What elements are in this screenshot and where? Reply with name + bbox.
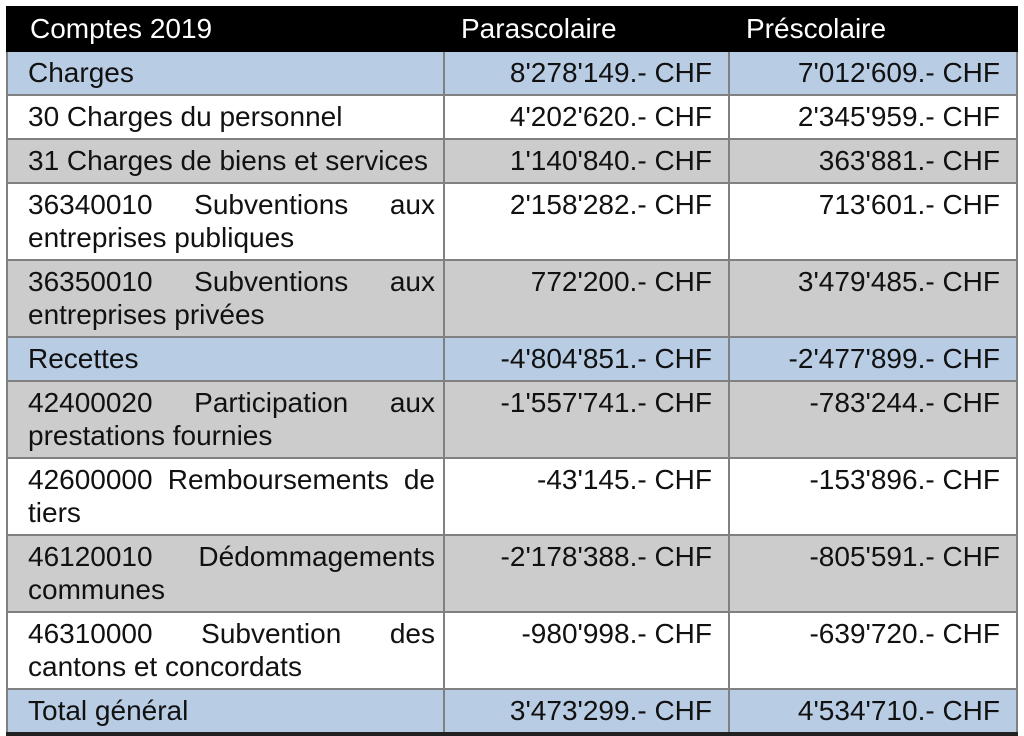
cell-parascolaire-amount: -980'998.- CHF — [443, 611, 730, 690]
cell-prescolaire-amount: -783'244.- CHF — [728, 380, 1018, 459]
cell-parascolaire-amount: 772'200.- CHF — [443, 259, 730, 338]
table-row: 36340010 Subventions aux entreprises pub… — [6, 182, 1018, 261]
cell-account-label: 46120010 Dédommagements communes — [6, 534, 445, 613]
accounts-2019-table: Comptes 2019 Parascolaire Préscolaire Ch… — [6, 6, 1018, 736]
table-row: 36350010 Subventions aux entreprises pri… — [6, 259, 1018, 338]
cell-parascolaire-amount: -43'145.- CHF — [443, 457, 730, 536]
cell-account-label: 42400020 Participation aux prestations f… — [6, 380, 445, 459]
cell-parascolaire-amount: 2'158'282.- CHF — [443, 182, 730, 261]
table-row: 46120010 Dédommagements communes -2'178'3… — [6, 534, 1018, 613]
table-row: 46310000 Subvention des cantons et conco… — [6, 611, 1018, 690]
cell-prescolaire-amount: -639'720.- CHF — [728, 611, 1018, 690]
cell-account-label: 30 Charges du personnel — [6, 94, 445, 140]
cell-prescolaire-amount: 713'601.- CHF — [728, 182, 1018, 261]
cell-parascolaire-amount: 3'473'299.- CHF — [443, 688, 730, 735]
table-row: Charges 8'278'149.- CHF 7'012'609.- CHF — [6, 50, 1018, 96]
table-row: Total général 3'473'299.- CHF 4'534'710.- … — [6, 688, 1018, 735]
table-row: 30 Charges du personnel 4'202'620.- CHF 2'… — [6, 94, 1018, 140]
cell-account-label: Total général — [6, 688, 445, 735]
cell-account-label: 36340010 Subventions aux entreprises pub… — [6, 182, 445, 261]
table-header-row: Comptes 2019 Parascolaire Préscolaire — [6, 6, 1018, 52]
table-row: 31 Charges de biens et services 1'140'840… — [6, 138, 1018, 184]
cell-account-label: Charges — [6, 50, 445, 96]
table-body: Charges 8'278'149.- CHF 7'012'609.- CHF 30 … — [6, 50, 1018, 735]
cell-account-label: 46310000 Subvention des cantons et conco… — [6, 611, 445, 690]
cell-prescolaire-amount: 7'012'609.- CHF — [728, 50, 1018, 96]
cell-account-label: 42600000 Remboursements de tiers — [6, 457, 445, 536]
header-prescolaire: Préscolaire — [728, 6, 1018, 52]
table-row: Recettes -4'804'851.- CHF -2'477'899.- CHF — [6, 336, 1018, 382]
cell-parascolaire-amount: -1'557'741.- CHF — [443, 380, 730, 459]
cell-parascolaire-amount: 8'278'149.- CHF — [443, 50, 730, 96]
cell-prescolaire-amount: 4'534'710.- CHF — [728, 688, 1018, 735]
header-comptes-2019: Comptes 2019 — [6, 6, 445, 52]
cell-parascolaire-amount: -2'178'388.- CHF — [443, 534, 730, 613]
cell-prescolaire-amount: 363'881.- CHF — [728, 138, 1018, 184]
accounts-table-container: Comptes 2019 Parascolaire Préscolaire Ch… — [6, 6, 1018, 736]
cell-prescolaire-amount: 2'345'959.- CHF — [728, 94, 1018, 140]
cell-account-label: 31 Charges de biens et services — [6, 138, 445, 184]
cell-prescolaire-amount: -153'896.- CHF — [728, 457, 1018, 536]
cell-prescolaire-amount: -805'591.- CHF — [728, 534, 1018, 613]
table-row: 42400020 Participation aux prestations f… — [6, 380, 1018, 459]
cell-prescolaire-amount: 3'479'485.- CHF — [728, 259, 1018, 338]
cell-parascolaire-amount: 1'140'840.- CHF — [443, 138, 730, 184]
cell-account-label: Recettes — [6, 336, 445, 382]
header-parascolaire: Parascolaire — [443, 6, 730, 52]
cell-parascolaire-amount: 4'202'620.- CHF — [443, 94, 730, 140]
cell-account-label: 36350010 Subventions aux entreprises pri… — [6, 259, 445, 338]
cell-prescolaire-amount: -2'477'899.- CHF — [728, 336, 1018, 382]
cell-parascolaire-amount: -4'804'851.- CHF — [443, 336, 730, 382]
table-row: 42600000 Remboursements de tiers -43'145.… — [6, 457, 1018, 536]
